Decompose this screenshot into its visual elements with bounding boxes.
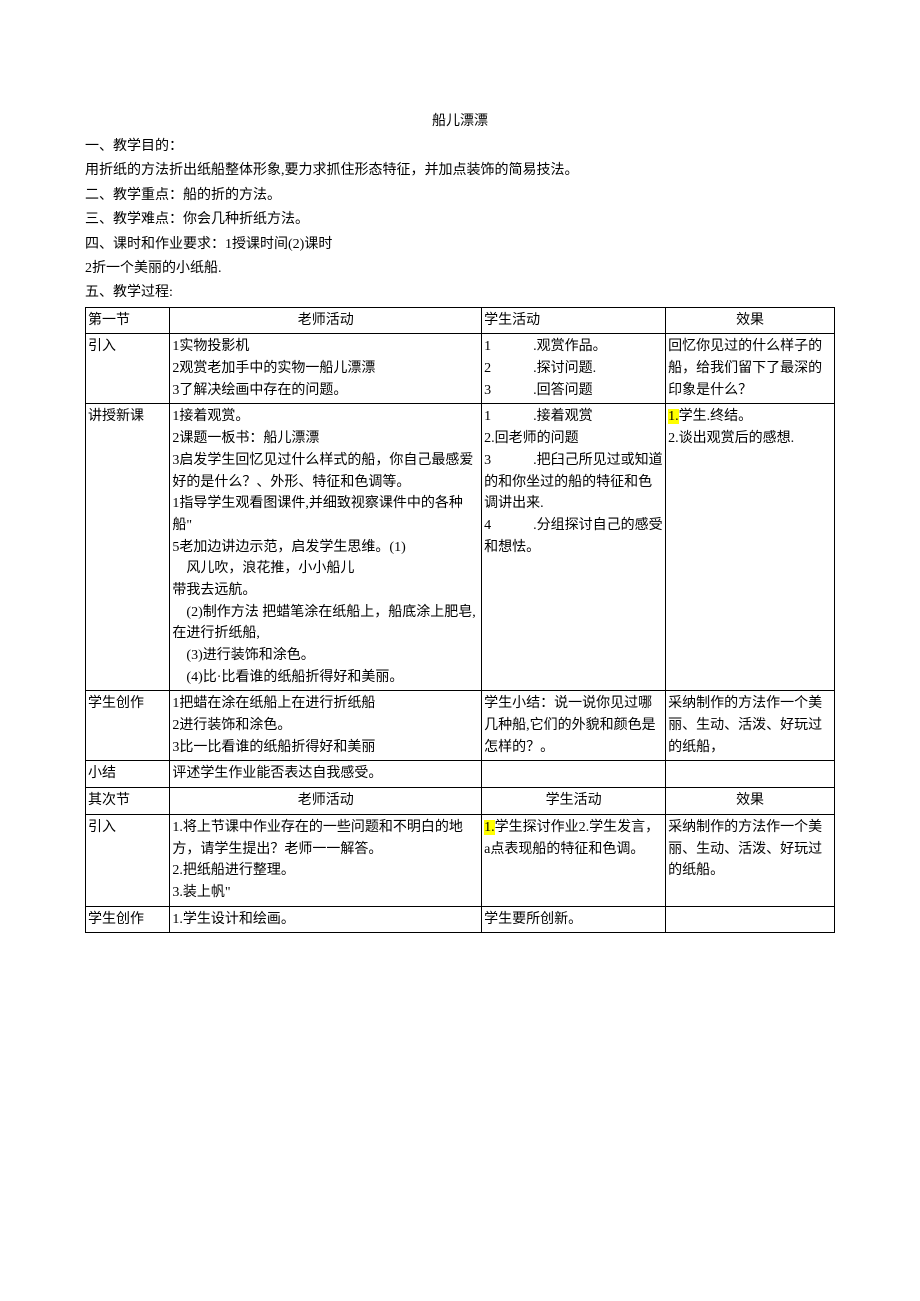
cell-text: 2.回老师的问题 [484,428,663,450]
table-header-1: 第一节 老师活动 学生活动 效果 [86,307,835,334]
cell-text: 3.装上帆" [172,882,479,904]
cell-text: (3)进行装饰和涂色。 [172,645,479,667]
cell-stage: 引入 [86,814,170,906]
cell-text: (4)比·比看谁的纸船折得好和美丽。 [172,667,479,689]
intro-line-1: 一、教学目的： [85,136,835,158]
table-header-2: 其次节 老师活动 学生活动 效果 [86,788,835,815]
cell-text: 2课题一板书：船儿漂漂 [172,428,479,450]
cell-text: 1 .接着观赏 [484,406,663,428]
th-teacher: 老师活动 [170,788,482,815]
cell-student: 学生要所创新。 [482,906,666,933]
cell-effect: 采纳制作的方法作一个美丽、生动、活泼、好玩过的纸船。 [666,814,835,906]
intro-line-3: 二、教学重点：船的折的方法。 [85,185,835,207]
cell-stage: 引入 [86,334,170,404]
cell-teacher: 评述学生作业能否表达自我感受。 [170,761,482,788]
intro-line-2: 用折纸的方法折出纸船整体形象,要力求抓住形态特征，并加点装饰的简易技法。 [85,160,835,182]
cell-text: 风儿吹，浪花推，小小船儿 [172,558,479,580]
th-teacher: 老师活动 [170,307,482,334]
cell-text: 3 .把臼己所见过或知道的和你坐过的船的特征和色调讲出来. [484,450,663,515]
table-row: 引入 1.将上节课中作业存在的一些问题和不明白的地方，请学生提出？老师一一解答。… [86,814,835,906]
page-title: 船儿漂漂 [85,110,835,130]
th-section: 第一节 [86,307,170,334]
intro-line-5: 四、课时和作业要求：1授课时间(2)课时 [85,234,835,256]
cell-effect: 回忆你见过的什么样子的船，给我们留下了最深的印象是什么？ [666,334,835,404]
cell-text: 3 .回答问题 [484,380,663,402]
cell-teacher: 1把蜡在涂在纸船上在进行折纸船 2进行装饰和涂色。 3比一比看谁的纸船折得好和美… [170,691,482,761]
cell-text: 学生.终结。 [679,409,753,424]
cell-teacher: 1.学生设计和绘画。 [170,906,482,933]
th-section: 其次节 [86,788,170,815]
cell-text: 1接着观赏。 [172,406,479,428]
cell-stage: 小结 [86,761,170,788]
intro-line-7: 五、教学过程: [85,282,835,304]
highlighted-text: 1. [668,409,679,424]
cell-text: 2观赏老加手中的实物一船儿漂漂 [172,358,479,380]
table-row: 引入 1实物投影机 2观赏老加手中的实物一船儿漂漂 3了解决绘画中存在的问题。 … [86,334,835,404]
cell-text: 学生探讨作业2.学生发言，a点表现船的特征和色调。 [484,820,659,857]
intro-line-4: 三、教学难点：你会几种折纸方法。 [85,209,835,231]
table-row: 学生创作 1把蜡在涂在纸船上在进行折纸船 2进行装饰和涂色。 3比一比看谁的纸船… [86,691,835,761]
cell-teacher: 1.将上节课中作业存在的一些问题和不明白的地方，请学生提出？老师一一解答。 2.… [170,814,482,906]
cell-text: 4 .分组探讨自己的感受和想怯。 [484,515,663,558]
cell-effect [666,761,835,788]
table-row: 小结 评述学生作业能否表达自我感受。 [86,761,835,788]
cell-student [482,761,666,788]
cell-effect: 1.学生.终结。 2.谈出观赏后的感想. [666,404,835,691]
cell-text: 1.将上节课中作业存在的一些问题和不明白的地方，请学生提出？老师一一解答。 [172,817,479,860]
cell-student: 学生小结：说一说你见过哪几种船,它们的外貌和颜色是怎样的？。 [482,691,666,761]
cell-text: 5老加边讲边示范，启发学生思维。(1) [172,537,479,559]
th-student: 学生活动 [482,788,666,815]
cell-teacher: 1实物投影机 2观赏老加手中的实物一船儿漂漂 3了解决绘画中存在的问题。 [170,334,482,404]
cell-text: 1指导学生观看图课件,并细致视察课件中的各种船" [172,493,479,536]
th-student: 学生活动 [482,307,666,334]
cell-text: 1把蜡在涂在纸船上在进行折纸船 [172,693,479,715]
cell-text: 3比一比看谁的纸船折得好和美丽 [172,737,479,759]
lesson-table: 第一节 老师活动 学生活动 效果 引入 1实物投影机 2观赏老加手中的实物一船儿… [85,307,835,934]
cell-stage: 讲授新课 [86,404,170,691]
cell-text: 1 .观赏作品。 [484,336,663,358]
cell-text: (2)制作方法 把蜡笔涂在纸船上，船底涂上肥皂,在进行折纸船, [172,602,479,645]
table-row: 讲授新课 1接着观赏。 2课题一板书：船儿漂漂 3启发学生回忆见过什么样式的船，… [86,404,835,691]
table-row: 学生创作 1.学生设计和绘画。 学生要所创新。 [86,906,835,933]
cell-effect [666,906,835,933]
document-page: 船儿漂漂 一、教学目的： 用折纸的方法折出纸船整体形象,要力求抓住形态特征，并加… [0,0,920,973]
th-effect: 效果 [666,307,835,334]
cell-text: 2 .探讨问题. [484,358,663,380]
cell-text: 2.谈出观赏后的感想. [668,428,832,450]
cell-student: 1 .观赏作品。 2 .探讨问题. 3 .回答问题 [482,334,666,404]
cell-effect: 采纳制作的方法作一个美丽、生动、活泼、好玩过的纸船， [666,691,835,761]
cell-teacher: 1接着观赏。 2课题一板书：船儿漂漂 3启发学生回忆见过什么样式的船，你自己最感… [170,404,482,691]
cell-student: 1.学生探讨作业2.学生发言，a点表现船的特征和色调。 [482,814,666,906]
cell-stage: 学生创作 [86,691,170,761]
cell-student: 1 .接着观赏 2.回老师的问题 3 .把臼己所见过或知道的和你坐过的船的特征和… [482,404,666,691]
cell-text: 2.把纸船进行整理。 [172,860,479,882]
th-effect: 效果 [666,788,835,815]
cell-text: 2进行装饰和涂色。 [172,715,479,737]
cell-stage: 学生创作 [86,906,170,933]
intro-line-6: 2折一个美丽的小纸船. [85,258,835,280]
cell-text: 1实物投影机 [172,336,479,358]
cell-text: 3启发学生回忆见过什么样式的船，你自己最感爱好的是什么？、外形、特征和色调等。 [172,450,479,493]
cell-text: 带我去远航。 [172,580,479,602]
cell-text: 3了解决绘画中存在的问题。 [172,380,479,402]
highlighted-text: 1. [484,820,495,835]
